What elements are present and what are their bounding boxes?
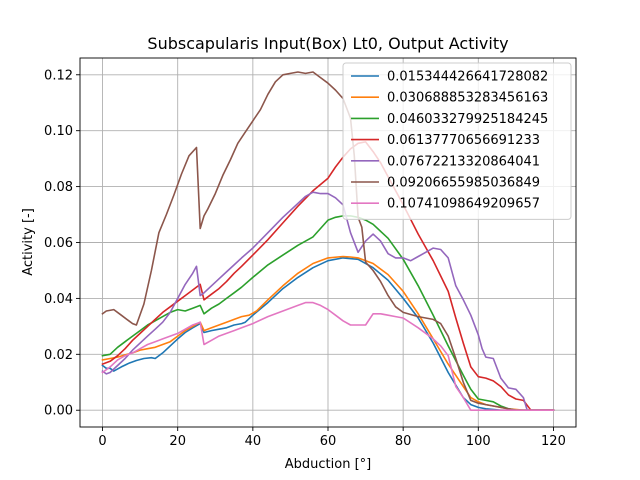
legend-box xyxy=(342,62,572,220)
chart-title: Subscapularis Input(Box) Lt0, Output Act… xyxy=(147,34,508,53)
x-tick-label: 120 xyxy=(541,434,566,449)
y-tick-label: 0.00 xyxy=(44,404,73,419)
x-tick-label: 0 xyxy=(98,434,106,449)
legend-label: 0.046033279925184245 xyxy=(387,112,548,127)
y-tick-label: 0.12 xyxy=(44,68,73,83)
legend-label: 0.06137770656691233 xyxy=(387,133,540,148)
x-tick-label: 100 xyxy=(466,434,491,449)
y-tick-label: 0.10 xyxy=(44,124,73,139)
legend-label: 0.030688853283456163 xyxy=(387,91,548,106)
series-line-2 xyxy=(101,255,555,412)
legend-label: 0.07672213320864041 xyxy=(387,154,540,169)
series-line-6 xyxy=(101,71,555,412)
legend-label: 0.09206655985036849 xyxy=(387,176,540,191)
series-line-7 xyxy=(101,301,555,412)
x-tick-label: 60 xyxy=(320,434,337,449)
legend-label: 0.015344426641728082 xyxy=(387,70,548,85)
series-line-3 xyxy=(101,215,555,412)
series-line-5 xyxy=(101,191,555,412)
x-tick-label: 20 xyxy=(169,434,186,449)
x-tick-label: 40 xyxy=(245,434,262,449)
legend-label: 0.10741098649209657 xyxy=(387,197,540,212)
y-tick-label: 0.02 xyxy=(44,348,73,363)
axis-ticks: 0 20 40 60 80 100 120 0.00 0.02 0.04 0.06 0.08 0.10 0… xyxy=(44,68,566,449)
series-line-4 xyxy=(101,141,555,412)
x-tick-label: 80 xyxy=(395,434,412,449)
y-tick-label: 0.06 xyxy=(44,236,73,251)
y-tick-label: 0.04 xyxy=(44,292,73,307)
y-tick-label: 0.08 xyxy=(44,180,73,195)
legend: 0.015344426641728082 0.030688853283456163… xyxy=(342,62,572,220)
series-lines xyxy=(101,71,555,412)
y-axis-label: Activity [-] xyxy=(21,208,36,276)
x-axis-label: Abduction [°] xyxy=(285,457,371,472)
